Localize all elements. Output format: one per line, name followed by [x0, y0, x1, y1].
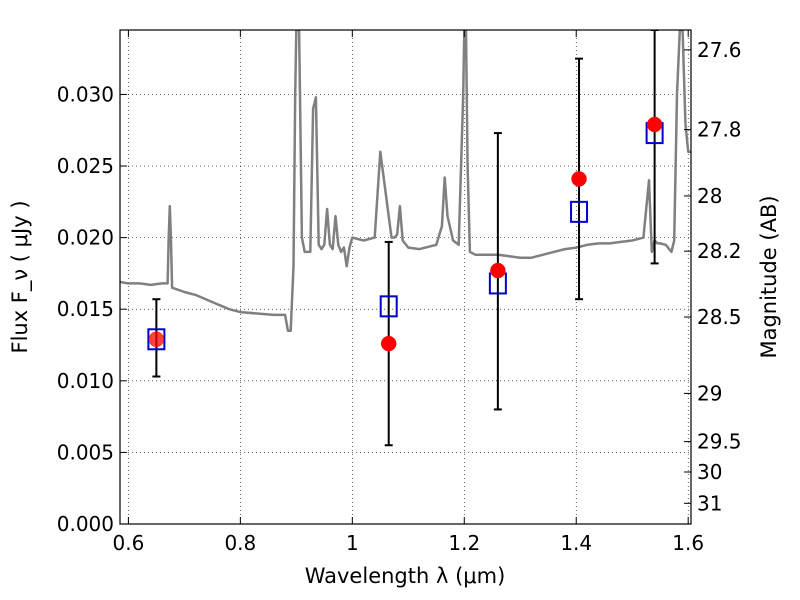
- y-axis-title-right: Magnitude (AB): [757, 195, 781, 358]
- y-tick-label: 0.010: [57, 369, 114, 393]
- x-tick-label: 1.2: [448, 531, 480, 555]
- mag-tick-label: 28.5: [697, 305, 742, 329]
- mag-tick-label: 27.8: [697, 118, 742, 142]
- y-tick-label: 0.015: [57, 297, 114, 321]
- spectrum-line: [120, 30, 691, 332]
- model-band-point: [379, 295, 398, 318]
- y-tick-label: 0.025: [57, 154, 114, 178]
- observed-point: [490, 262, 506, 279]
- x-tick-label: 0.6: [112, 531, 144, 555]
- observed-point: [646, 116, 663, 133]
- x-tick-label: 1.6: [672, 531, 704, 555]
- y-tick-label: 0.000: [57, 512, 114, 536]
- plot-frame: [119, 29, 692, 525]
- x-axis-title: Wavelength λ (μm): [305, 564, 506, 588]
- y-axis-title: Flux F_ν ( μJy ): [8, 200, 33, 353]
- x-tick-label: 1.4: [560, 531, 592, 555]
- axes: 0.6 0.8 1 1.2 1.4 1.6 0.000 0.005 0.010 0.015 0.02…: [57, 30, 742, 555]
- mag-tick-label: 31: [697, 491, 722, 515]
- mag-tick-label: 29: [697, 381, 722, 405]
- plot-area: [120, 30, 691, 447]
- observed-point: [571, 171, 587, 187]
- observed-point: [148, 331, 165, 348]
- model-band-point: [147, 328, 166, 351]
- y-tick-label: 0.030: [57, 82, 114, 106]
- mag-tick-label: 30: [697, 460, 722, 484]
- mag-tick-label: 28: [697, 184, 722, 208]
- model-band-point: [570, 200, 589, 223]
- mag-tick-label: 29.5: [697, 430, 742, 454]
- x-tick-label: 1: [346, 531, 359, 555]
- y-tick-label: 0.020: [57, 226, 114, 250]
- mag-tick-label: 27.6: [697, 38, 742, 62]
- x-tick-label: 0.8: [224, 531, 256, 555]
- y-tick-label: 0.005: [57, 440, 114, 464]
- observed-point: [380, 335, 397, 352]
- mag-tick-label: 28.2: [697, 239, 742, 263]
